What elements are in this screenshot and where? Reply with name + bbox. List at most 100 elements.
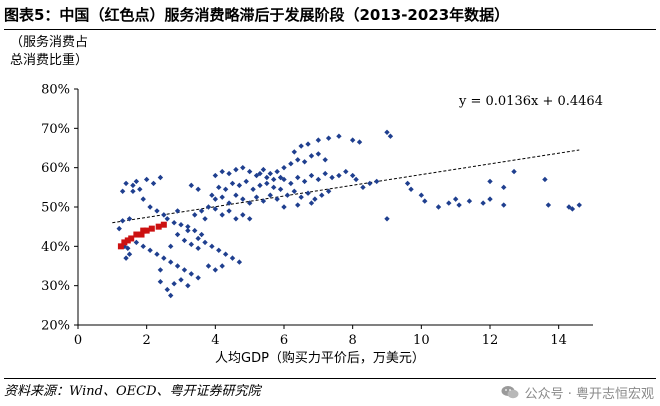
data-point	[222, 251, 229, 257]
data-point	[226, 200, 232, 206]
china-data-point	[160, 221, 167, 228]
data-point	[264, 180, 270, 187]
data-point	[295, 157, 301, 163]
data-point	[349, 172, 356, 179]
trendline-group: y = 0.0136x + 0.4464	[112, 94, 603, 224]
data-point	[301, 178, 308, 185]
data-point	[219, 194, 225, 200]
data-point	[452, 196, 459, 202]
data-point	[466, 198, 473, 204]
data-point	[157, 267, 164, 273]
data-point	[246, 200, 253, 206]
data-point	[205, 204, 212, 210]
data-point	[576, 202, 582, 208]
data-point	[295, 202, 301, 208]
data-point	[315, 137, 322, 143]
data-point	[511, 168, 517, 175]
data-point	[181, 267, 188, 273]
data-point	[233, 192, 239, 198]
data-point	[185, 227, 191, 234]
data-point	[569, 206, 576, 212]
x-tick-label: 4	[211, 333, 219, 348]
data-point	[198, 208, 205, 214]
chart-axes	[77, 89, 593, 326]
x-tick-label: 6	[280, 333, 288, 348]
data-point	[336, 172, 342, 179]
data-point	[195, 275, 201, 281]
data-point	[315, 151, 322, 157]
data-point	[209, 192, 215, 198]
data-point	[226, 208, 232, 214]
data-point	[456, 202, 462, 208]
data-point	[168, 259, 174, 265]
y-tick-label: 20%	[41, 319, 70, 334]
data-point	[125, 245, 131, 251]
data-point	[157, 279, 164, 285]
data-point	[487, 178, 493, 185]
data-point	[404, 180, 411, 187]
data-point	[336, 133, 342, 139]
data-point	[188, 182, 194, 189]
data-point	[181, 237, 188, 244]
data-point	[116, 225, 122, 232]
data-point	[188, 241, 194, 248]
data-point	[367, 180, 373, 187]
data-point	[216, 184, 222, 191]
data-point	[195, 235, 201, 242]
data-point	[192, 212, 198, 218]
data-point	[487, 196, 493, 202]
data-point	[119, 188, 126, 194]
data-point	[260, 166, 267, 173]
data-point	[384, 216, 390, 222]
data-point	[243, 178, 249, 185]
data-point	[171, 220, 177, 226]
y-tick-label: 80%	[41, 83, 70, 98]
data-point	[542, 176, 548, 183]
data-point	[212, 172, 219, 179]
data-point	[246, 216, 253, 222]
data-point	[271, 176, 277, 183]
data-point	[168, 243, 174, 250]
data-point	[143, 176, 150, 183]
watermark: 公众号 · 粤开志恒宏观	[501, 382, 654, 402]
data-point	[195, 245, 201, 251]
top-rule	[4, 29, 656, 30]
china-data-point	[140, 227, 147, 234]
data-point	[119, 218, 126, 224]
data-point	[226, 170, 232, 177]
trendline	[112, 149, 580, 224]
y-tick-label: 70%	[41, 122, 70, 137]
data-point	[154, 208, 160, 214]
data-point	[161, 212, 167, 218]
china-data-point	[128, 235, 135, 242]
china-data-point	[133, 231, 140, 238]
data-point	[305, 190, 311, 196]
data-point	[205, 263, 212, 269]
data-point	[140, 196, 146, 202]
bottom-rule	[4, 378, 656, 379]
data-point	[501, 202, 507, 208]
data-point	[418, 192, 425, 198]
x-tick-label: 14	[550, 333, 567, 348]
source-note: 资料来源：Wind、OECD、粤开证券研究院	[4, 384, 261, 399]
data-point	[267, 170, 273, 177]
data-point	[315, 176, 322, 183]
data-point	[212, 267, 219, 273]
other-countries-points	[116, 129, 582, 299]
data-point	[209, 243, 215, 250]
data-point	[240, 164, 246, 171]
data-point	[322, 170, 328, 177]
data-point	[257, 170, 263, 177]
data-point	[240, 196, 246, 202]
data-point	[295, 174, 301, 181]
data-point	[325, 188, 332, 194]
data-point	[130, 188, 136, 194]
data-point	[137, 186, 143, 192]
data-point	[360, 184, 366, 191]
data-point	[229, 255, 236, 261]
data-point	[161, 255, 167, 261]
data-point	[188, 271, 194, 277]
data-point	[349, 137, 356, 143]
